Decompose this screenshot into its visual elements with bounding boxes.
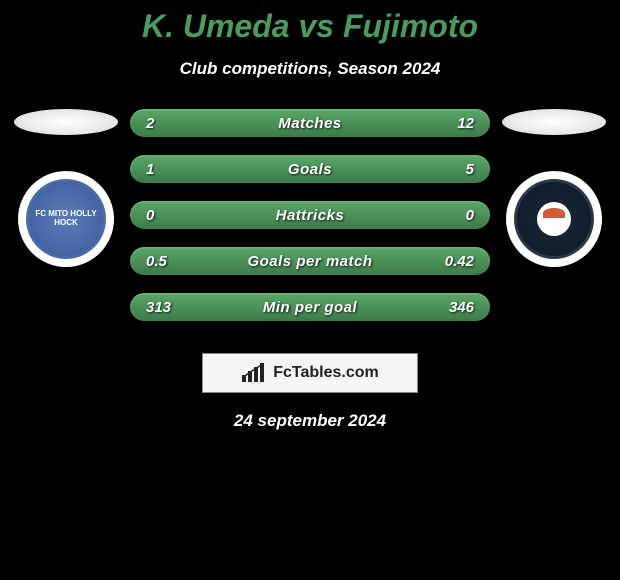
stat-goals-per-match: 0.5 Goals per match 0.42	[130, 247, 490, 275]
stat-right-value: 0.42	[424, 253, 474, 270]
stat-right-value: 12	[424, 115, 474, 132]
page-title: K. Umeda vs Fujimoto	[0, 8, 620, 45]
right-club-badge	[506, 171, 602, 267]
stat-label: Min per goal	[196, 299, 424, 316]
fctables-logo[interactable]: FcTables.com	[202, 353, 418, 393]
stat-left-value: 1	[146, 161, 196, 178]
stat-right-value: 346	[424, 299, 474, 316]
main-row: FC MITO HOLLY HOCK 2 Matches 12 1 Goals …	[0, 109, 620, 339]
stat-label: Goals	[196, 161, 424, 178]
left-side: FC MITO HOLLY HOCK	[12, 109, 120, 267]
right-side	[500, 109, 608, 267]
bar-chart-icon	[241, 363, 267, 383]
stat-label: Hattricks	[196, 207, 424, 224]
stat-left-value: 0	[146, 207, 196, 224]
stat-hattricks: 0 Hattricks 0	[130, 201, 490, 229]
stat-min-per-goal: 313 Min per goal 346	[130, 293, 490, 321]
comparison-card: K. Umeda vs Fujimoto Club competitions, …	[0, 0, 620, 431]
stat-label: Matches	[196, 115, 424, 132]
left-player-oval	[14, 109, 118, 135]
subtitle: Club competitions, Season 2024	[0, 59, 620, 79]
stats-column: 2 Matches 12 1 Goals 5 0 Hattricks 0 0.5…	[130, 109, 490, 339]
stat-goals: 1 Goals 5	[130, 155, 490, 183]
stat-right-value: 0	[424, 207, 474, 224]
right-player-oval	[502, 109, 606, 135]
left-badge-label: FC MITO HOLLY HOCK	[35, 210, 97, 228]
stat-matches: 2 Matches 12	[130, 109, 490, 137]
stat-label: Goals per match	[196, 253, 424, 270]
footer-brand-text: FcTables.com	[273, 364, 379, 382]
left-club-badge: FC MITO HOLLY HOCK	[18, 171, 114, 267]
mito-badge-icon: FC MITO HOLLY HOCK	[26, 179, 106, 259]
badge-center-icon	[537, 202, 571, 236]
stat-right-value: 5	[424, 161, 474, 178]
stat-left-value: 2	[146, 115, 196, 132]
kagoshima-badge-icon	[514, 179, 594, 259]
date-text: 24 september 2024	[0, 411, 620, 431]
stat-left-value: 0.5	[146, 253, 196, 270]
stat-left-value: 313	[146, 299, 196, 316]
